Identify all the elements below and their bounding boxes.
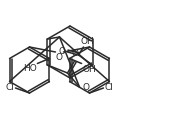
- Text: O: O: [72, 49, 79, 58]
- Text: OH: OH: [80, 37, 94, 46]
- Text: O: O: [82, 82, 89, 91]
- Text: OH: OH: [83, 65, 96, 74]
- Text: HO: HO: [23, 65, 36, 74]
- Text: Cl: Cl: [104, 84, 113, 93]
- Text: Cl: Cl: [6, 84, 15, 93]
- Text: O: O: [58, 48, 66, 56]
- Text: O: O: [56, 53, 63, 62]
